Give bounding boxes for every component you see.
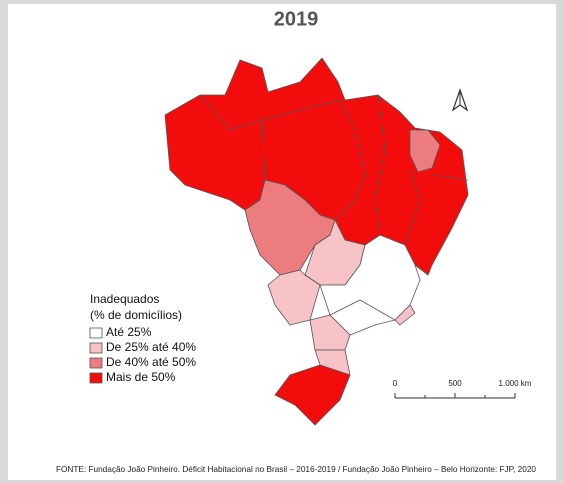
region-rs — [274, 364, 351, 426]
region-parana — [309, 314, 351, 351]
legend-swatch — [89, 342, 103, 354]
state-border — [431, 174, 469, 181]
map-title: 2019 — [274, 8, 319, 30]
legend-subtitle: (% de domicílios) — [90, 308, 182, 322]
scale-label: 500 — [448, 379, 462, 388]
scale-label: 0 — [393, 379, 398, 388]
state-border — [374, 94, 386, 236]
legend-swatch — [89, 372, 103, 384]
region-rj — [394, 304, 416, 326]
region-ceara — [409, 129, 441, 173]
state-border — [404, 169, 421, 246]
legend-label: Até 25% — [106, 325, 152, 339]
legend-swatch — [89, 327, 103, 339]
legend-swatch — [89, 357, 103, 369]
brazil — [164, 57, 469, 426]
scale-label: 1.000 km — [499, 379, 532, 388]
legend-label: De 25% até 40% — [106, 340, 196, 354]
legend-label: Mais de 50% — [106, 370, 176, 384]
region-mato-grosso — [244, 179, 336, 276]
north-arrow — [451, 88, 469, 112]
state-border — [199, 94, 266, 181]
legend-label: De 40% até 50% — [106, 355, 196, 369]
source-note: FONTE: Fundação João Pinheiro. Déficit H… — [56, 465, 536, 474]
state-border — [329, 299, 396, 321]
legend: Inadequados (% de domicílios) Até 25%De … — [89, 292, 196, 384]
region-southeast — [319, 234, 421, 336]
scale-bar: 0 500 1.000 km — [393, 379, 532, 399]
state-border — [261, 99, 366, 221]
legend-title: Inadequados — [90, 292, 159, 306]
